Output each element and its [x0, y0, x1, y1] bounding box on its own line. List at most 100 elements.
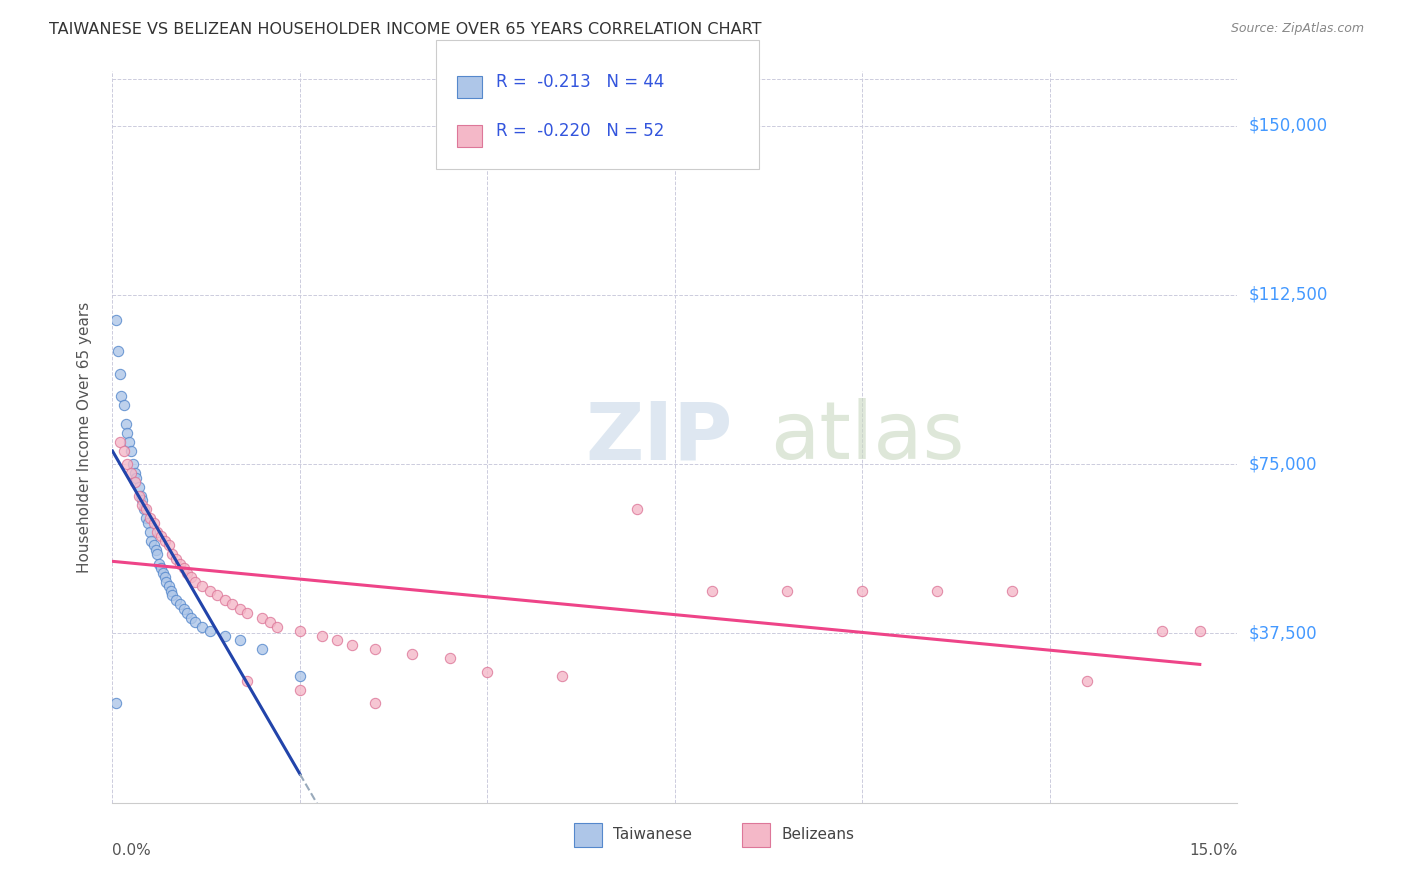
Point [135, 502, 157, 516]
Point [128, 489, 150, 503]
Point [266, 620, 288, 634]
Point [145, 543, 167, 558]
Point [125, 471, 148, 485]
Point [364, 642, 387, 657]
Point [198, 583, 221, 598]
Point [1188, 624, 1211, 639]
Point [129, 489, 152, 503]
Point [176, 566, 198, 580]
Point [288, 624, 311, 639]
Point [117, 425, 139, 440]
FancyBboxPatch shape [574, 823, 602, 847]
Point [122, 457, 145, 471]
Text: Taiwanese: Taiwanese [613, 828, 692, 842]
Point [124, 475, 146, 490]
Point [702, 583, 724, 598]
Point [117, 457, 139, 471]
Point [112, 443, 135, 458]
Point [191, 620, 214, 634]
Point [401, 647, 423, 661]
Point [1001, 583, 1024, 598]
FancyBboxPatch shape [742, 823, 770, 847]
Text: 15.0%: 15.0% [1189, 843, 1237, 858]
Point [139, 524, 162, 539]
Point [146, 548, 169, 562]
Point [142, 516, 165, 530]
Text: $75,000: $75,000 [1249, 455, 1317, 473]
Point [128, 480, 150, 494]
Point [221, 597, 243, 611]
Text: atlas: atlas [770, 398, 965, 476]
Point [141, 533, 163, 548]
Point [311, 629, 333, 643]
Point [173, 561, 195, 575]
Point [927, 583, 949, 598]
Point [165, 592, 187, 607]
Point [214, 592, 236, 607]
Point [326, 633, 349, 648]
Point [110, 389, 132, 403]
Point [342, 638, 364, 652]
Point [150, 561, 173, 575]
Point [153, 533, 176, 548]
Point [157, 538, 180, 552]
Point [135, 511, 157, 525]
Point [180, 610, 202, 624]
Point [236, 673, 259, 688]
Text: R =  -0.213   N = 44: R = -0.213 N = 44 [496, 73, 665, 91]
Point [153, 570, 176, 584]
Point [162, 548, 184, 562]
Point [776, 583, 799, 598]
Point [157, 579, 180, 593]
Point [191, 579, 214, 593]
Point [155, 574, 177, 589]
Point [162, 588, 184, 602]
Point [165, 552, 187, 566]
Text: TAIWANESE VS BELIZEAN HOUSEHOLDER INCOME OVER 65 YEARS CORRELATION CHART: TAIWANESE VS BELIZEAN HOUSEHOLDER INCOME… [49, 22, 762, 37]
Point [477, 665, 499, 679]
Point [236, 606, 259, 620]
Point [150, 529, 173, 543]
Text: R =  -0.220   N = 52: R = -0.220 N = 52 [496, 122, 665, 140]
Point [131, 493, 153, 508]
Point [214, 629, 236, 643]
Text: $150,000: $150,000 [1249, 117, 1327, 135]
Point [259, 615, 281, 630]
Point [105, 697, 128, 711]
Point [124, 466, 146, 480]
Point [198, 624, 221, 639]
Point [176, 606, 198, 620]
Point [118, 434, 141, 449]
Text: $37,500: $37,500 [1249, 624, 1317, 642]
Point [184, 615, 207, 630]
Point [1152, 624, 1174, 639]
Point [108, 434, 131, 449]
Point [229, 601, 252, 615]
Point [139, 511, 162, 525]
Point [169, 597, 191, 611]
Point [142, 538, 165, 552]
Point [115, 417, 138, 431]
Point [439, 651, 461, 665]
Point [120, 466, 142, 480]
Text: Belizeans: Belizeans [782, 828, 855, 842]
Point [207, 588, 229, 602]
Point [132, 502, 155, 516]
Point [108, 367, 131, 381]
Point [551, 669, 574, 683]
Point [112, 399, 135, 413]
Point [851, 583, 873, 598]
Point [120, 443, 142, 458]
Point [148, 557, 170, 571]
Point [1076, 673, 1098, 688]
Point [229, 633, 252, 648]
Point [288, 682, 311, 697]
Point [169, 557, 191, 571]
Point [364, 697, 387, 711]
Point [173, 601, 195, 615]
Point [160, 583, 183, 598]
Text: Source: ZipAtlas.com: Source: ZipAtlas.com [1230, 22, 1364, 36]
Point [131, 498, 153, 512]
Point [180, 570, 202, 584]
Point [146, 524, 169, 539]
